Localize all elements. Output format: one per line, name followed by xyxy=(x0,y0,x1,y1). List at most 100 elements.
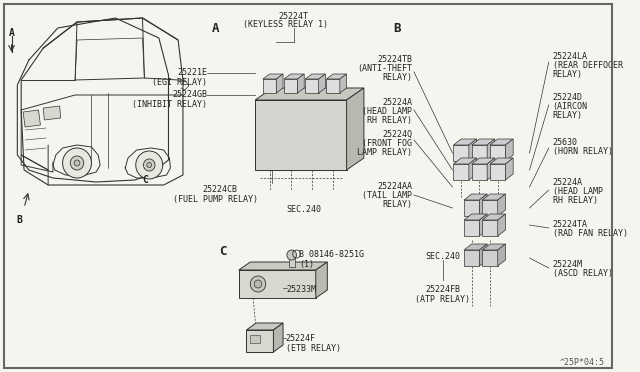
Polygon shape xyxy=(284,74,304,79)
Text: 25233M: 25233M xyxy=(287,285,317,294)
Text: 25221E: 25221E xyxy=(177,68,207,77)
Polygon shape xyxy=(464,220,479,236)
Text: RH RELAY): RH RELAY) xyxy=(552,196,598,205)
Polygon shape xyxy=(479,194,487,216)
Text: RELAY): RELAY) xyxy=(382,200,412,209)
Polygon shape xyxy=(276,74,283,93)
Polygon shape xyxy=(464,214,487,220)
Polygon shape xyxy=(483,194,506,200)
Polygon shape xyxy=(44,106,61,120)
Text: (EGI RELAY): (EGI RELAY) xyxy=(152,78,207,87)
Text: (TAIL LAMP: (TAIL LAMP xyxy=(362,191,412,200)
Text: 25224TA: 25224TA xyxy=(552,220,588,229)
Polygon shape xyxy=(246,323,283,330)
Text: RELAY): RELAY) xyxy=(382,73,412,82)
Text: (ATP RELAY): (ATP RELAY) xyxy=(415,295,470,304)
Circle shape xyxy=(63,148,92,178)
Polygon shape xyxy=(454,139,477,145)
Text: B: B xyxy=(16,215,22,225)
Polygon shape xyxy=(246,330,273,352)
Polygon shape xyxy=(498,194,506,216)
Text: 25630: 25630 xyxy=(552,138,578,147)
Polygon shape xyxy=(464,194,487,200)
Polygon shape xyxy=(472,164,487,180)
Polygon shape xyxy=(490,164,506,180)
Text: C: C xyxy=(143,175,148,185)
Polygon shape xyxy=(483,200,498,216)
Polygon shape xyxy=(305,79,319,93)
Polygon shape xyxy=(289,255,294,267)
Polygon shape xyxy=(483,244,506,250)
Circle shape xyxy=(70,156,84,170)
Text: B: B xyxy=(393,22,400,35)
Text: 25224A: 25224A xyxy=(382,98,412,107)
Text: RELAY): RELAY) xyxy=(552,111,582,120)
Polygon shape xyxy=(490,158,513,164)
Text: SEC.240: SEC.240 xyxy=(426,252,460,261)
Polygon shape xyxy=(464,244,487,250)
Text: A: A xyxy=(8,28,15,38)
Text: (ANTI-THEFT: (ANTI-THEFT xyxy=(357,64,412,73)
Polygon shape xyxy=(239,262,327,270)
Text: 25224F: 25224F xyxy=(286,334,316,343)
Polygon shape xyxy=(340,74,347,93)
Text: (HEAD LAMP: (HEAD LAMP xyxy=(362,107,412,116)
Text: (HEAD LAMP: (HEAD LAMP xyxy=(552,187,603,196)
Circle shape xyxy=(74,160,80,166)
Text: (REAR DEFFОGER: (REAR DEFFОGER xyxy=(552,61,623,70)
Polygon shape xyxy=(23,110,40,127)
Text: (ASCD RELAY): (ASCD RELAY) xyxy=(552,269,612,278)
Polygon shape xyxy=(454,145,469,161)
Polygon shape xyxy=(472,145,487,161)
Text: (INHIBIT RELAY): (INHIBIT RELAY) xyxy=(132,100,207,109)
Polygon shape xyxy=(273,323,283,352)
Text: RELAY): RELAY) xyxy=(552,70,582,79)
Text: LAMP RELAY): LAMP RELAY) xyxy=(357,148,412,157)
Polygon shape xyxy=(483,250,498,266)
Text: 25224GB: 25224GB xyxy=(172,90,207,99)
Text: 25224M: 25224M xyxy=(552,260,582,269)
Polygon shape xyxy=(326,74,347,79)
Polygon shape xyxy=(472,158,495,164)
Circle shape xyxy=(254,280,262,288)
Polygon shape xyxy=(347,88,364,170)
Polygon shape xyxy=(319,74,325,93)
Polygon shape xyxy=(487,139,495,161)
Polygon shape xyxy=(284,79,298,93)
Text: (FRONT FOG: (FRONT FOG xyxy=(362,139,412,148)
Polygon shape xyxy=(255,88,364,100)
Polygon shape xyxy=(239,270,316,298)
Text: (ETB RELAY): (ETB RELAY) xyxy=(286,344,341,353)
Text: B 08146-8251G: B 08146-8251G xyxy=(300,250,364,259)
Polygon shape xyxy=(316,262,327,298)
Circle shape xyxy=(250,276,266,292)
Polygon shape xyxy=(454,158,477,164)
Text: (AIRCON: (AIRCON xyxy=(552,102,588,111)
Text: 25224TB: 25224TB xyxy=(377,55,412,64)
Polygon shape xyxy=(298,74,304,93)
Circle shape xyxy=(143,159,155,171)
Bar xyxy=(250,335,260,343)
Polygon shape xyxy=(483,220,498,236)
Text: (HORN RELAY): (HORN RELAY) xyxy=(552,147,612,156)
Text: (RAD FAN RELAY): (RAD FAN RELAY) xyxy=(552,229,628,238)
Polygon shape xyxy=(490,145,506,161)
Polygon shape xyxy=(454,164,469,180)
Polygon shape xyxy=(326,79,340,93)
Text: 25224D: 25224D xyxy=(552,93,582,102)
Text: 25224LA: 25224LA xyxy=(552,52,588,61)
Circle shape xyxy=(147,163,152,167)
Polygon shape xyxy=(487,158,495,180)
Polygon shape xyxy=(469,158,477,180)
Text: 25224T: 25224T xyxy=(278,12,308,21)
Text: 25224CB: 25224CB xyxy=(202,185,237,194)
Polygon shape xyxy=(498,214,506,236)
Text: (KEYLESS RELAY 1): (KEYLESS RELAY 1) xyxy=(243,20,328,29)
Text: 25224A: 25224A xyxy=(552,178,582,187)
Polygon shape xyxy=(464,200,479,216)
Text: 25224Q: 25224Q xyxy=(382,130,412,139)
Polygon shape xyxy=(464,250,479,266)
Polygon shape xyxy=(479,244,487,266)
Text: (1): (1) xyxy=(300,260,314,269)
Polygon shape xyxy=(469,139,477,161)
